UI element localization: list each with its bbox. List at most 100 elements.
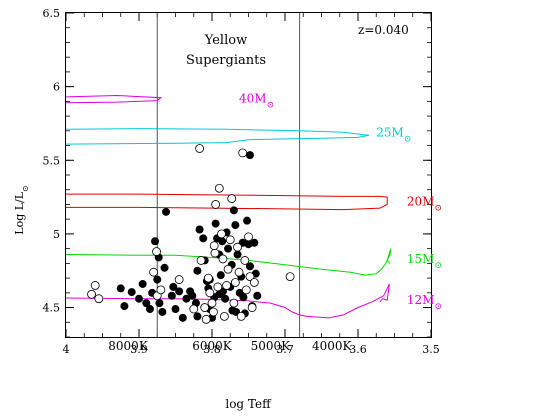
track-line-40m — [65, 94, 163, 104]
open-point — [229, 298, 239, 308]
track-label-text: 15M — [407, 252, 435, 266]
filled-point — [245, 151, 254, 160]
open-point — [209, 307, 218, 317]
open-point — [195, 144, 204, 153]
open-point — [201, 314, 211, 324]
filled-point — [160, 263, 169, 272]
track-label: 12M⊙ — [407, 293, 442, 312]
x-tick-label: 3.7 — [276, 343, 294, 356]
filled-point — [175, 287, 184, 296]
x-tick-label: 4 — [63, 343, 70, 356]
filled-point — [158, 307, 167, 316]
filled-point — [138, 279, 147, 288]
x-tick-label: 3.8 — [203, 343, 221, 356]
filled-point — [221, 294, 230, 303]
open-point — [218, 254, 228, 264]
data-points — [87, 144, 295, 324]
evolutionary-tracks: 40M⊙25M⊙20M⊙15M⊙12M⊙ — [65, 91, 442, 319]
filled-point — [231, 221, 240, 230]
open-point — [285, 272, 295, 282]
open-point — [213, 282, 223, 292]
y-tick-label: 4.5 — [43, 302, 61, 315]
filled-point — [245, 262, 254, 271]
y-tick-label: 5 — [53, 228, 60, 241]
open-point — [245, 272, 255, 282]
open-point — [233, 242, 242, 252]
track-line-25m — [65, 128, 370, 145]
axis-titles: log Teff Log L/L⊙ — [13, 185, 272, 411]
open-point — [236, 311, 246, 321]
y-axis-title-text: Log L/L — [13, 191, 26, 234]
open-point — [203, 273, 213, 283]
filled-point — [224, 244, 233, 253]
track-label-sun-symbol: ⊙ — [404, 134, 412, 144]
temperature-label: 6000K — [192, 339, 233, 353]
open-point — [230, 278, 240, 287]
plot-frame — [65, 12, 432, 338]
filled-point — [127, 288, 136, 297]
plot-border — [65, 12, 432, 338]
filled-point — [193, 312, 202, 321]
filled-point — [239, 293, 248, 302]
open-point — [249, 278, 259, 287]
open-point — [87, 289, 96, 299]
open-point — [225, 235, 235, 245]
filled-point — [151, 237, 160, 246]
filled-point — [216, 271, 225, 280]
filled-point — [229, 206, 238, 215]
open-point — [189, 304, 199, 314]
open-point — [217, 229, 226, 239]
open-point — [152, 247, 161, 256]
filled-point — [153, 275, 162, 284]
filled-point — [169, 282, 178, 291]
track-label-text: 12M — [407, 293, 435, 307]
y-tick-label: 6.5 — [43, 7, 61, 20]
track-label: 15M⊙ — [407, 252, 442, 271]
temperature-label: 5000K — [251, 339, 292, 353]
filled-point — [195, 225, 204, 234]
filled-point — [155, 299, 164, 308]
track-label: 25M⊙ — [376, 125, 411, 144]
filled-point — [182, 294, 191, 303]
open-point — [241, 285, 251, 295]
y-tick-label: 6 — [53, 81, 60, 94]
open-point — [210, 248, 220, 258]
annotation-labels: Yellow Supergiants z=0.040 8000K 6000K 500… — [108, 23, 408, 353]
open-point — [234, 267, 244, 277]
open-point — [220, 311, 229, 321]
filled-point — [120, 302, 129, 311]
open-point — [223, 264, 233, 274]
track-label-text: 40M — [239, 91, 267, 105]
filled-point — [253, 291, 262, 300]
x-tick-label: 3.5 — [422, 343, 440, 356]
open-point — [174, 275, 184, 284]
temperature-label: 4000K — [312, 339, 353, 353]
open-point — [247, 303, 257, 312]
filled-point — [178, 313, 187, 322]
filled-point — [116, 284, 125, 293]
filled-point — [167, 291, 176, 300]
x-tick-label: 3.9 — [130, 343, 148, 356]
filled-point — [193, 266, 202, 275]
y-axis-title: Log L/L⊙ — [13, 185, 30, 234]
track-label-text: 20M — [407, 195, 435, 209]
open-point — [207, 298, 217, 308]
region-label-line1: Yellow — [204, 33, 247, 48]
filled-point — [135, 294, 143, 303]
filled-point — [145, 305, 154, 314]
open-point — [94, 294, 104, 304]
filled-point — [211, 219, 220, 228]
x-axis-title: log Teff — [225, 397, 272, 411]
track-line-15m — [65, 248, 392, 276]
open-point — [211, 200, 221, 209]
metallicity-label: z=0.040 — [358, 23, 409, 37]
track-label-sun-symbol: ⊙ — [434, 302, 442, 312]
open-point — [200, 303, 210, 312]
filled-point — [250, 238, 259, 247]
track-label-sun-symbol: ⊙ — [267, 100, 275, 110]
filled-point — [243, 216, 252, 225]
filled-point — [233, 250, 242, 259]
filled-point — [162, 207, 171, 216]
track-label: 40M⊙ — [239, 91, 274, 110]
